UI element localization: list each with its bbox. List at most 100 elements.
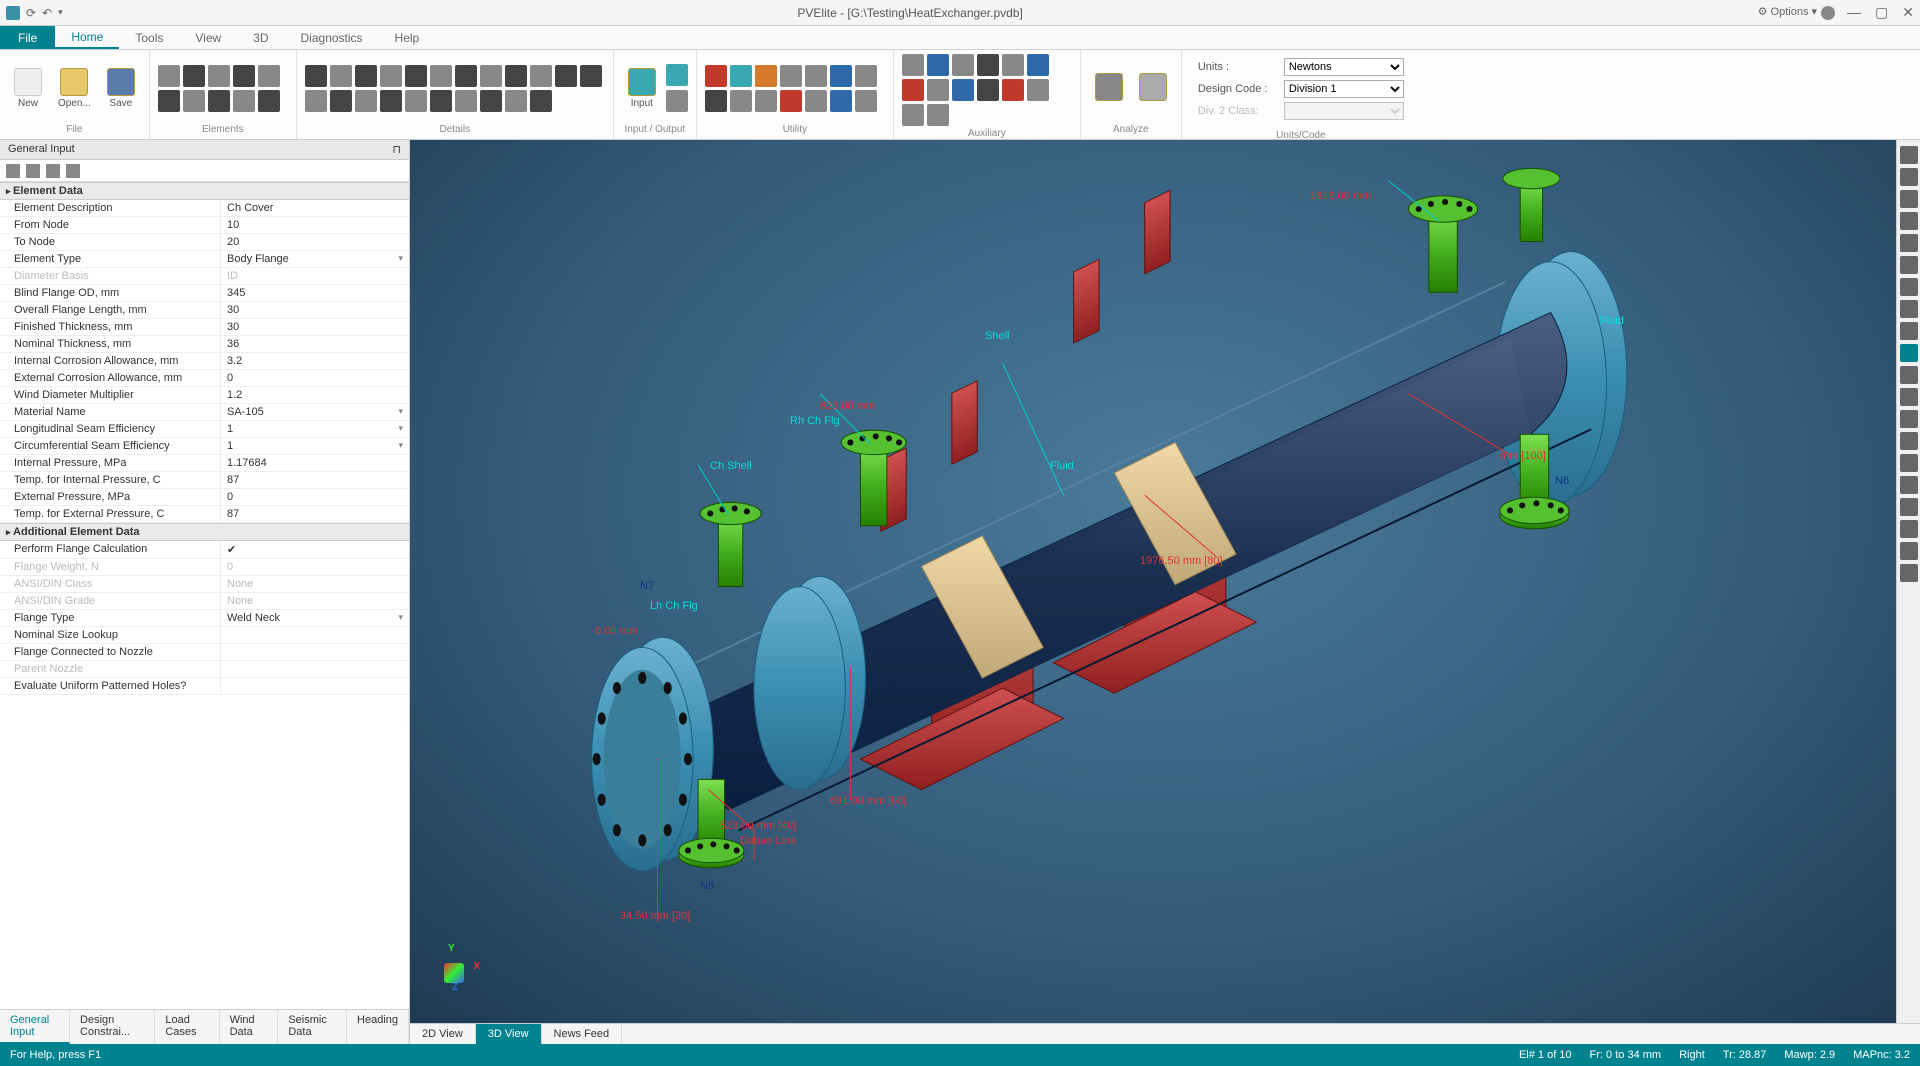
open-button[interactable]: Open...: [52, 66, 97, 111]
panel-tab[interactable]: Wind Data: [220, 1010, 279, 1044]
analyze-button-2[interactable]: [1133, 71, 1173, 105]
prop-row[interactable]: Overall Flange Length, mm30: [0, 302, 409, 319]
view-tool[interactable]: [1900, 146, 1918, 164]
prop-row[interactable]: Temp. for Internal Pressure, C87: [0, 472, 409, 489]
app-icon[interactable]: [6, 6, 20, 20]
panel-tool-icon[interactable]: [26, 164, 40, 178]
ribbon-tool[interactable]: [902, 104, 924, 126]
view-tool[interactable]: [1900, 432, 1918, 450]
ribbon-tool[interactable]: [305, 65, 327, 87]
ribbon-tool[interactable]: [1027, 79, 1049, 101]
prop-section[interactable]: Additional Element Data: [0, 523, 409, 541]
prop-row[interactable]: Diameter BasisID: [0, 268, 409, 285]
ribbon-tool[interactable]: [755, 90, 777, 112]
ribbon-tool[interactable]: [902, 79, 924, 101]
ribbon-tool[interactable]: [780, 65, 802, 87]
prop-row[interactable]: To Node20: [0, 234, 409, 251]
maximize-button[interactable]: ▢: [1875, 4, 1888, 21]
ribbon-tool[interactable]: [555, 65, 577, 87]
menu-tab-home[interactable]: Home: [55, 26, 119, 49]
menu-tab-diagnostics[interactable]: Diagnostics: [285, 26, 379, 49]
prop-row[interactable]: Longitudinal Seam Efficiency1: [0, 421, 409, 438]
prop-row[interactable]: Element DescriptionCh Cover: [0, 200, 409, 217]
view-tool[interactable]: [1900, 542, 1918, 560]
view-tab[interactable]: 3D View: [476, 1024, 542, 1044]
qat-icon[interactable]: ⟳: [26, 6, 36, 20]
ribbon-tool[interactable]: [183, 90, 205, 112]
prop-row[interactable]: Finished Thickness, mm30: [0, 319, 409, 336]
ribbon-tool[interactable]: [505, 90, 527, 112]
panel-tab[interactable]: Heading: [347, 1010, 409, 1044]
ribbon-tool[interactable]: [730, 65, 752, 87]
ribbon-tool[interactable]: [405, 65, 427, 87]
new-button[interactable]: New: [8, 66, 48, 111]
prop-row[interactable]: External Corrosion Allowance, mm0: [0, 370, 409, 387]
prop-row[interactable]: Nominal Thickness, mm36: [0, 336, 409, 353]
panel-tab[interactable]: General Input: [0, 1010, 70, 1044]
view-tool[interactable]: [1900, 454, 1918, 472]
close-button[interactable]: ✕: [1902, 4, 1914, 21]
prop-row[interactable]: Flange TypeWeld Neck: [0, 610, 409, 627]
ribbon-tool[interactable]: [158, 65, 180, 87]
prop-section[interactable]: Element Data: [0, 182, 409, 200]
design-code-select[interactable]: Division 1: [1284, 80, 1404, 98]
prop-row[interactable]: Circumferential Seam Efficiency1: [0, 438, 409, 455]
ribbon-tool[interactable]: [480, 65, 502, 87]
prop-row[interactable]: Wind Diameter Multiplier1.2: [0, 387, 409, 404]
view-tool[interactable]: [1900, 564, 1918, 582]
menu-tab-tools[interactable]: Tools: [119, 26, 179, 49]
ribbon-tool[interactable]: [405, 90, 427, 112]
ribbon-tool[interactable]: [530, 65, 552, 87]
ribbon-tool[interactable]: [952, 54, 974, 76]
prop-row[interactable]: Evaluate Uniform Patterned Holes?: [0, 678, 409, 695]
view-tab[interactable]: 2D View: [410, 1024, 476, 1044]
prop-row[interactable]: Element TypeBody Flange: [0, 251, 409, 268]
ribbon-tool[interactable]: [380, 90, 402, 112]
ribbon-tool[interactable]: [355, 90, 377, 112]
input-button[interactable]: Input: [622, 66, 662, 111]
ribbon-tool[interactable]: [1027, 54, 1049, 76]
prop-row[interactable]: Parent Nozzle: [0, 661, 409, 678]
prop-row[interactable]: From Node10: [0, 217, 409, 234]
prop-row[interactable]: Nominal Size Lookup: [0, 627, 409, 644]
panel-tab[interactable]: Design Constrai...: [70, 1010, 155, 1044]
menu-tab-3d[interactable]: 3D: [237, 26, 284, 49]
io-tool[interactable]: [666, 90, 688, 112]
ribbon-tool[interactable]: [380, 65, 402, 87]
ribbon-tool[interactable]: [455, 90, 477, 112]
ribbon-tool[interactable]: [258, 90, 280, 112]
prop-row[interactable]: Material NameSA-105: [0, 404, 409, 421]
ribbon-tool[interactable]: [705, 90, 727, 112]
ribbon-tool[interactable]: [927, 104, 949, 126]
io-tool[interactable]: [666, 64, 688, 86]
prop-row[interactable]: Blind Flange OD, mm345: [0, 285, 409, 302]
save-button[interactable]: Save: [101, 66, 141, 111]
ribbon-tool[interactable]: [1002, 54, 1024, 76]
ribbon-tool[interactable]: [430, 90, 452, 112]
panel-tool-icon[interactable]: [6, 164, 20, 178]
view-tool[interactable]: [1900, 212, 1918, 230]
ribbon-tool[interactable]: [927, 54, 949, 76]
ribbon-tool[interactable]: [455, 65, 477, 87]
view-tab[interactable]: News Feed: [542, 1024, 623, 1044]
ribbon-tool[interactable]: [330, 90, 352, 112]
view-tool[interactable]: [1900, 388, 1918, 406]
ribbon-tool[interactable]: [530, 90, 552, 112]
ribbon-tool[interactable]: [705, 65, 727, 87]
prop-row[interactable]: ANSI/DIN GradeNone: [0, 593, 409, 610]
minimize-button[interactable]: —: [1847, 4, 1861, 21]
units-select[interactable]: Newtons: [1284, 58, 1404, 76]
ribbon-tool[interactable]: [830, 65, 852, 87]
ribbon-tool[interactable]: [208, 90, 230, 112]
view-tool[interactable]: [1900, 168, 1918, 186]
view-tool[interactable]: [1900, 520, 1918, 538]
ribbon-tool[interactable]: [780, 90, 802, 112]
view-tool[interactable]: [1900, 256, 1918, 274]
menu-tab-help[interactable]: Help: [379, 26, 436, 49]
file-menu[interactable]: File: [0, 26, 55, 49]
menu-tab-view[interactable]: View: [179, 26, 237, 49]
panel-tab[interactable]: Seismic Data: [278, 1010, 347, 1044]
prop-row[interactable]: Internal Pressure, MPa1.17684: [0, 455, 409, 472]
pin-icon[interactable]: ⊓: [392, 143, 401, 156]
panel-tool-icon[interactable]: [66, 164, 80, 178]
